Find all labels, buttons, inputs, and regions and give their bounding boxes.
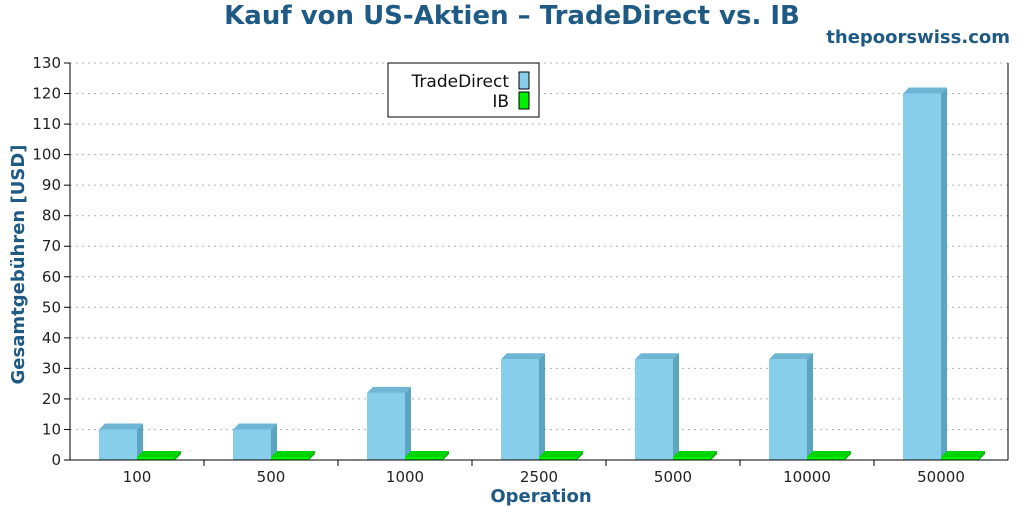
bar-top (635, 353, 679, 360)
legend-swatch-tradedirect (518, 71, 530, 90)
bar-front (271, 456, 309, 460)
bar-front (673, 456, 711, 460)
bar-front (501, 359, 539, 460)
bar-front (903, 93, 941, 461)
y-tick-label: 120 (32, 85, 61, 103)
bar-tradedirect-2500 (501, 353, 545, 460)
bar-tradedirect-50000 (903, 87, 947, 461)
y-tick-label: 70 (42, 237, 61, 255)
y-tick-label: 40 (42, 329, 61, 347)
y-tick-label: 50 (42, 298, 61, 316)
bar-side (845, 450, 851, 460)
bar-front (137, 456, 175, 460)
bar-top (99, 423, 143, 430)
y-tick-label: 10 (42, 420, 61, 438)
bar-top (405, 450, 449, 457)
y-tick-label: 60 (42, 268, 61, 286)
bar-ib-500 (271, 450, 315, 460)
axes: 0 10 20 30 40 50 60 70 80 90 100 110 120 130 100 500 100… (8, 54, 1009, 507)
x-tick-label: 5000 (654, 468, 692, 486)
bar-ib-10000 (807, 450, 851, 460)
bar-side (443, 450, 449, 460)
bar-side (577, 450, 583, 460)
y-tick-label: 20 (42, 390, 61, 408)
bar-top (137, 450, 181, 457)
bar-side (711, 450, 717, 460)
bar-top (903, 87, 947, 94)
x-tick-label: 500 (257, 468, 286, 486)
bar-ib-1000 (405, 450, 449, 460)
bar-tradedirect-10000 (769, 353, 813, 460)
bar-top (539, 450, 583, 457)
legend-swatch-ib (518, 91, 530, 110)
bar-tradedirect-1000 (367, 386, 411, 460)
x-tick-label: 2500 (520, 468, 558, 486)
bar-side (673, 353, 679, 460)
bar-front (807, 456, 845, 460)
x-tick-label: 50000 (917, 468, 965, 486)
bar-ib-100 (137, 450, 181, 460)
bar-ib-2500 (539, 450, 583, 460)
bar-side (539, 353, 545, 460)
x-tick-label: 1000 (386, 468, 424, 486)
y-tick-label: 30 (42, 359, 61, 377)
bar-side (271, 423, 277, 460)
watermark-text: thepoorswiss.com (826, 27, 1010, 48)
bar-front (99, 429, 137, 460)
y-tick-label: 130 (32, 54, 61, 72)
y-axis-title: Gesamtgebühren [USD] (8, 145, 29, 385)
bar-top (501, 353, 545, 360)
bar-side (405, 386, 411, 460)
bars (99, 87, 985, 461)
bar-tradedirect-5000 (635, 353, 679, 460)
y-tick-label: 110 (32, 115, 61, 133)
bar-top (807, 450, 851, 457)
bar-top (367, 386, 411, 393)
bar-side (941, 87, 947, 461)
bar-front (635, 359, 673, 460)
bar-front (539, 456, 577, 460)
bar-top (941, 450, 985, 457)
y-tick-label: 100 (32, 146, 61, 164)
bar-tradedirect-100 (99, 423, 143, 460)
bar-front (367, 392, 405, 460)
bar-tradedirect-500 (233, 423, 277, 460)
bar-front (233, 429, 271, 460)
bar-front (941, 456, 979, 460)
legend-label-tradedirect: TradeDirect (411, 72, 510, 92)
bar-front (769, 359, 807, 460)
x-tick-label: 10000 (783, 468, 831, 486)
legend-label-ib: IB (492, 92, 509, 112)
bar-front (405, 456, 443, 460)
bar-ib-5000 (673, 450, 717, 460)
bar-top (271, 450, 315, 457)
y-tick-label: 90 (42, 176, 61, 194)
bar-top (233, 423, 277, 430)
bar-top (769, 353, 813, 360)
chart-title: Kauf von US-Aktien – TradeDirect vs. IB (224, 1, 800, 31)
bar-top (673, 450, 717, 457)
y-tick-label: 80 (42, 207, 61, 225)
bar-side (979, 450, 985, 460)
x-tick-label: 100 (123, 468, 152, 486)
x-axis-title: Operation (490, 486, 591, 507)
bar-side (807, 353, 813, 460)
bar-side (175, 450, 181, 460)
bar-side (137, 423, 143, 460)
y-tick-label: 0 (51, 451, 61, 469)
bar-ib-50000 (941, 450, 985, 460)
bar-side (309, 450, 315, 460)
legend-box (387, 62, 540, 118)
